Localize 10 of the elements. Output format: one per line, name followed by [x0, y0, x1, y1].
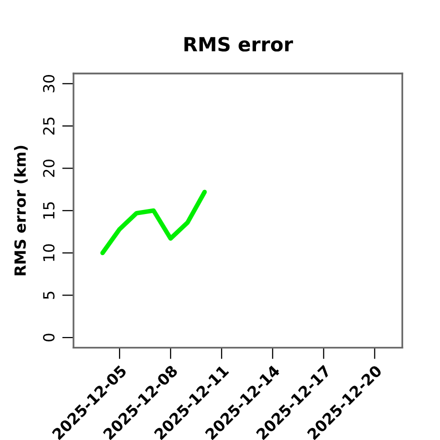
- y-tick-label: 5: [43, 292, 55, 299]
- y-tick-label: 15: [43, 202, 55, 219]
- line-series: [100, 190, 207, 256]
- y-axis-title: RMS error (km): [14, 146, 28, 276]
- y-tick-label: 25: [43, 118, 55, 135]
- y-tick-label: 10: [43, 244, 55, 261]
- y-tick-label: 30: [43, 74, 55, 92]
- y-tick-label: 0: [43, 334, 55, 342]
- y-tick-label: 20: [43, 160, 55, 177]
- chart-title: RMS error: [184, 36, 294, 52]
